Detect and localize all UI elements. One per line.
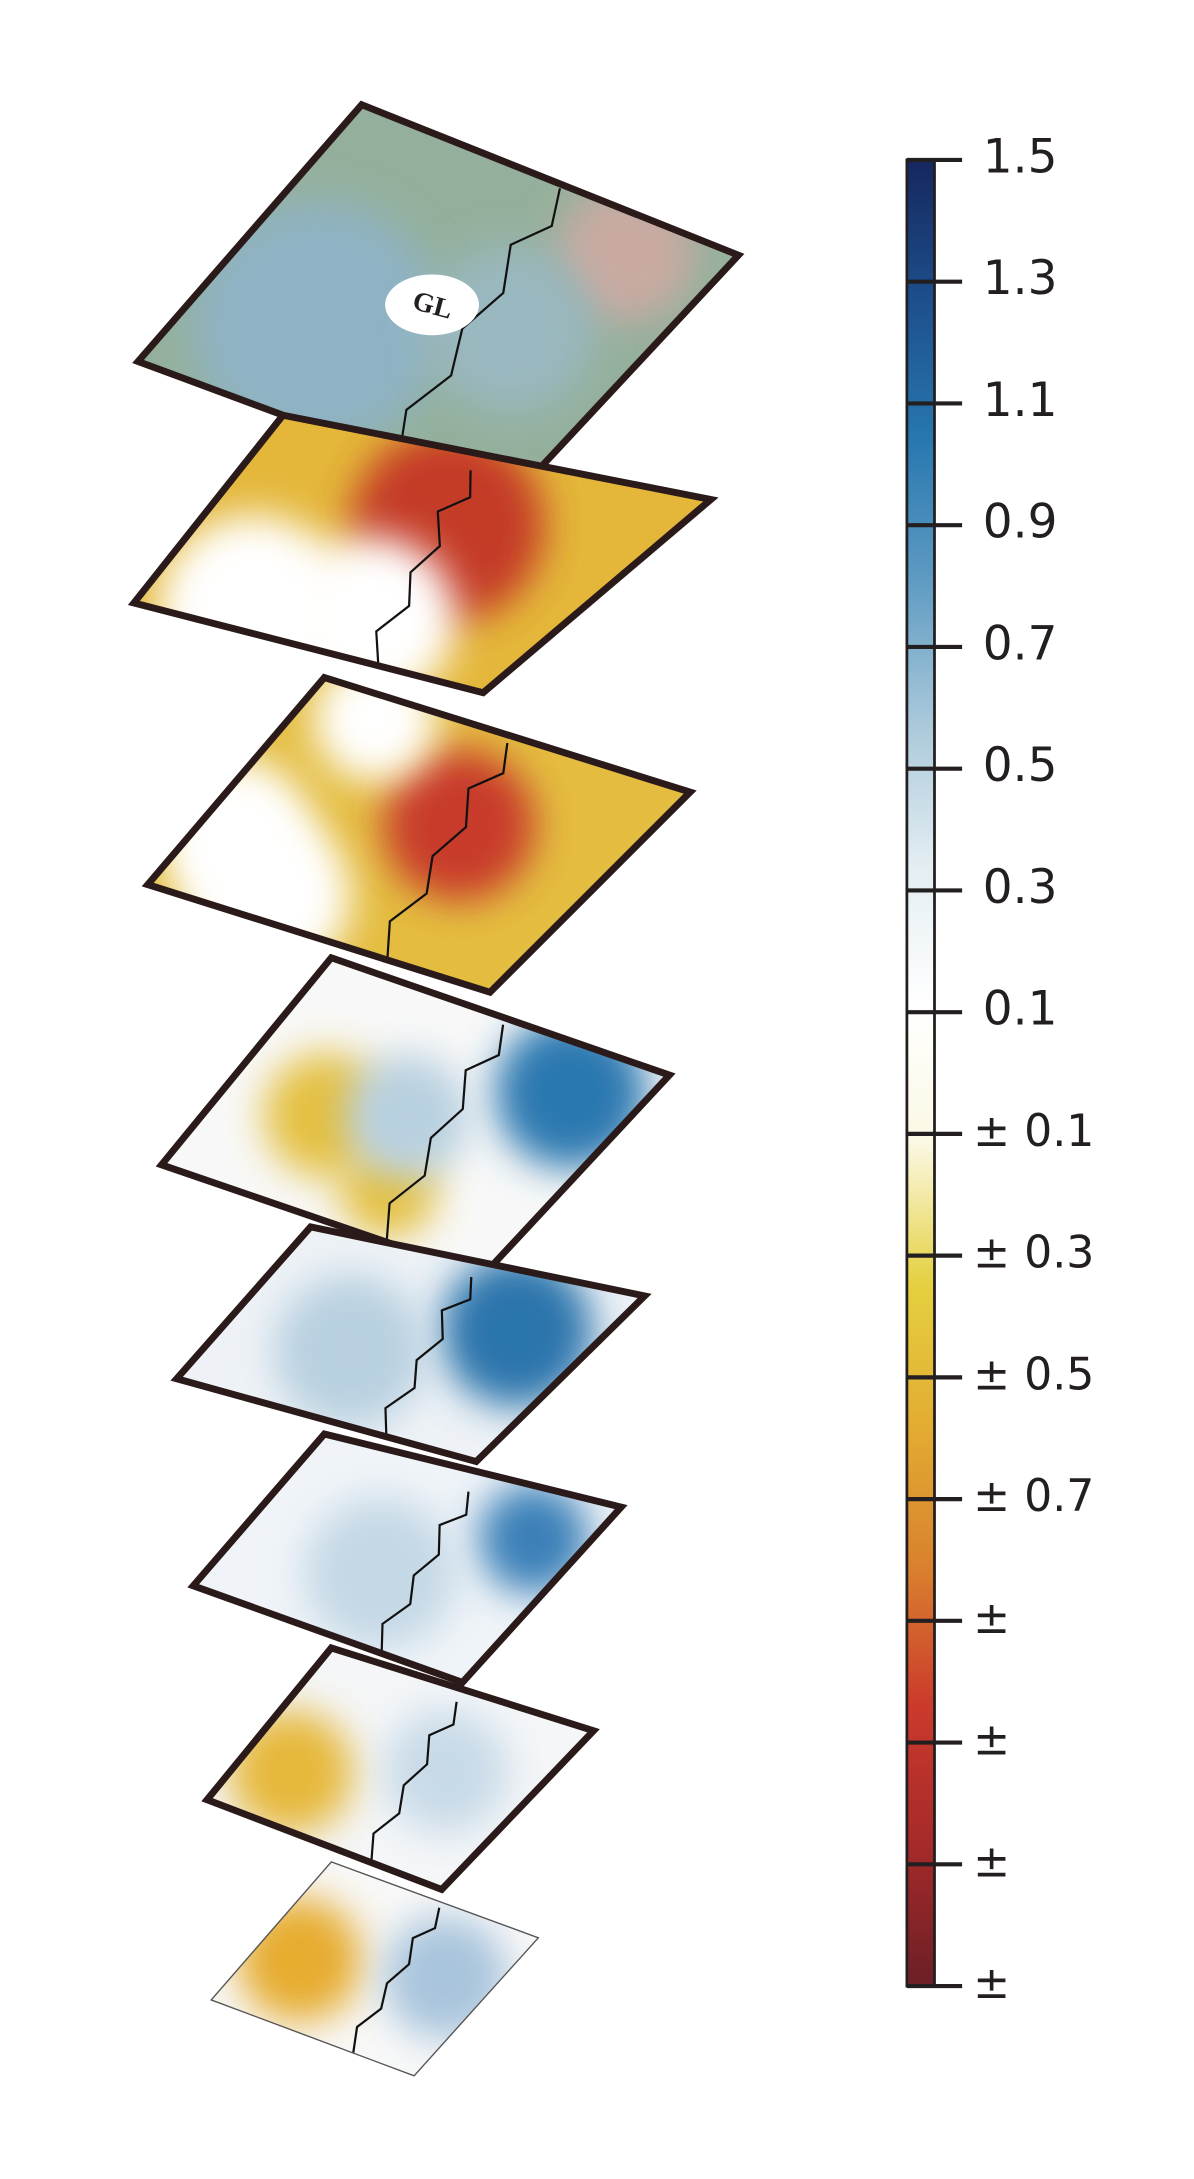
colorbar-tick-label: ± 0.5 (973, 1349, 1094, 1400)
coastline (380, 1491, 470, 1654)
map-field (237, 1897, 362, 2022)
map-field (440, 1255, 593, 1408)
colorbar-tick-label: ± (973, 1715, 1010, 1766)
map-border (187, 1430, 628, 1687)
map-field (229, 1710, 354, 1835)
map-panel (193, 1433, 622, 1683)
map-panel (133, 415, 711, 693)
colorbar (905, 158, 936, 1988)
map-field (192, 201, 442, 451)
coastline (397, 188, 562, 459)
map-border (170, 1223, 652, 1466)
map-border (127, 411, 719, 697)
coastline (385, 1024, 505, 1243)
colorbar-tick-label: 0.9 (983, 495, 1058, 550)
coastline (352, 1907, 441, 2054)
map-field (478, 1483, 589, 1595)
map-field (274, 1275, 426, 1428)
coastline (384, 1276, 473, 1437)
map-border (201, 1643, 600, 1894)
colorbar-tick-label: ± (973, 1958, 1010, 2009)
map-field (345, 1054, 470, 1179)
colorbar-tick-label: 0.3 (983, 860, 1058, 915)
map-field (383, 749, 536, 901)
colorbar-tick-label: 0.5 (983, 738, 1058, 793)
map-panel (161, 957, 670, 1276)
map-field (304, 1497, 457, 1650)
colorbar-tick-label: 1.5 (983, 129, 1058, 184)
map-field (383, 1915, 508, 2040)
colorbar-tick-label: ± (973, 1836, 1010, 1887)
map-border (141, 673, 697, 997)
annotation-badge (385, 274, 479, 336)
map-field (383, 1709, 508, 1834)
coastline (375, 470, 472, 666)
map-panel (211, 1861, 539, 2076)
colorbar-tick-label: 1.3 (983, 251, 1058, 306)
map-panel (176, 1226, 645, 1462)
colorbar-tick-label: 1.1 (983, 373, 1058, 428)
colorbar-tick-label: ± 0.1 (973, 1106, 1094, 1157)
coastline (386, 742, 509, 961)
map-border (210, 1861, 540, 2077)
colorbar-tick-label: ± 0.3 (973, 1228, 1094, 1279)
colorbar-tick-label: ± (973, 1593, 1010, 1644)
coastline (370, 1701, 458, 1863)
colorbar-tick-label: ± 0.7 (973, 1471, 1094, 1522)
map-panel (207, 1647, 594, 1890)
colorbar-tick-label: 0.7 (983, 616, 1058, 671)
colorbar-tick-label: 0.1 (983, 982, 1058, 1037)
